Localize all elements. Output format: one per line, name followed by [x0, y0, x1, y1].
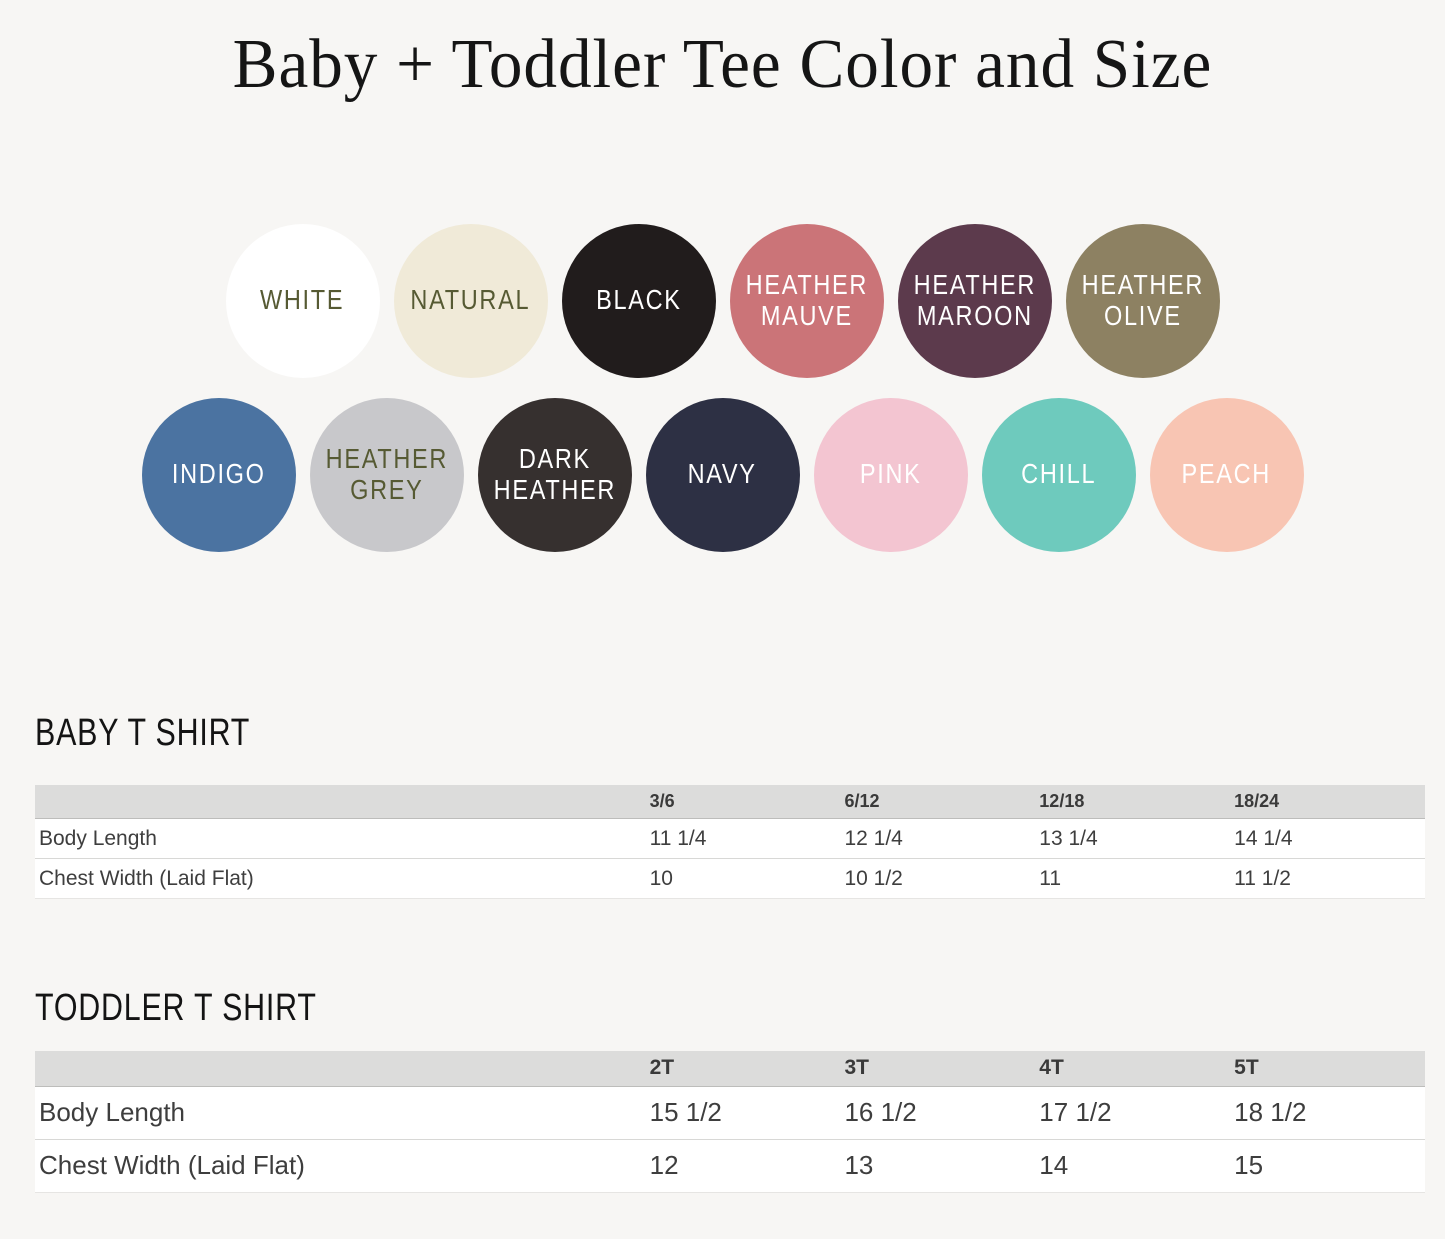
- size-value: 11 1/2: [1234, 866, 1291, 890]
- column-header: 5T: [1230, 1050, 1425, 1087]
- baby-section-title: BABY T SHIRT: [35, 711, 251, 754]
- size-value: 10: [649, 866, 673, 890]
- size-value: 18 1/2: [1234, 1097, 1307, 1128]
- table-row: Chest Width (Laid Flat) 12 13 14 15: [35, 1139, 1425, 1193]
- swatch-label: BLACK: [595, 284, 682, 316]
- size-value: 14: [1039, 1150, 1069, 1181]
- column-header: 18/24: [1230, 785, 1425, 820]
- column-header: 2T: [645, 1050, 841, 1087]
- size-value: 14 1/4: [1234, 826, 1293, 850]
- color-swatch-heather-olive: HEATHER OLIVE: [1065, 223, 1220, 378]
- size-value: 16 1/2: [844, 1097, 917, 1128]
- size-value: 12 1/4: [844, 826, 903, 850]
- column-header-empty: [35, 785, 646, 820]
- color-swatch-heather-mauve: HEATHER MAUVE: [729, 223, 884, 378]
- toddler-section-title: TODDLER T SHIRT: [35, 987, 317, 1030]
- color-swatch-white: WHITE: [225, 223, 380, 378]
- size-value: 13: [844, 1150, 874, 1181]
- swatch-label: PINK: [859, 458, 922, 490]
- toddler-size-table: 2T 3T 4T 5T Body Length 15 1/2 16 1/2 17…: [35, 1050, 1425, 1193]
- swatch-label: DARK HEATHER: [493, 442, 616, 505]
- row-label: Body Length: [39, 826, 157, 850]
- table-row: Chest Width (Laid Flat) 10 10 1/2 11 11 …: [35, 859, 1425, 899]
- row-label: Chest Width (Laid Flat): [39, 1150, 305, 1181]
- swatch-label: INDIGO: [171, 458, 266, 490]
- column-header: 6/12: [840, 785, 1036, 820]
- swatch-label: CHILL: [1020, 458, 1097, 490]
- color-swatch-black: BLACK: [561, 223, 716, 378]
- color-swatch-natural: NATURAL: [393, 223, 548, 378]
- column-header: 4T: [1035, 1050, 1231, 1087]
- swatch-label: PEACH: [1181, 458, 1272, 490]
- toddler-table-header-row: 2T 3T 4T 5T: [35, 1050, 1425, 1087]
- swatch-label: WHITE: [260, 284, 345, 316]
- size-value: 10 1/2: [844, 866, 903, 890]
- size-value: 11: [1039, 866, 1062, 890]
- swatch-row-1: WHITE NATURAL BLACK HEATHER MAUVE HEATHE…: [0, 223, 1445, 378]
- color-swatch-indigo: INDIGO: [141, 397, 296, 552]
- swatch-label: NATURAL: [410, 284, 531, 316]
- swatch-row-2: INDIGO HEATHER GREY DARK HEATHER NAVY PI…: [0, 397, 1445, 552]
- swatch-label: HEATHER GREY: [325, 442, 448, 505]
- color-swatch-heather-grey: HEATHER GREY: [309, 397, 464, 552]
- color-swatch-navy: NAVY: [645, 397, 800, 552]
- color-swatch-pink: PINK: [813, 397, 968, 552]
- color-swatch-peach: PEACH: [1149, 397, 1304, 552]
- baby-size-table: 3/6 6/12 12/18 18/24 Body Length 11 1/4 …: [35, 785, 1425, 900]
- size-value: 13 1/4: [1039, 826, 1098, 850]
- color-swatch-heather-maroon: HEATHER MAROON: [897, 223, 1052, 378]
- swatch-label: HEATHER MAROON: [913, 268, 1036, 331]
- color-swatch-grid: WHITE NATURAL BLACK HEATHER MAUVE HEATHE…: [0, 223, 1445, 552]
- color-swatch-chill: CHILL: [981, 397, 1136, 552]
- table-row: Body Length 15 1/2 16 1/2 17 1/2 18 1/2: [35, 1086, 1425, 1140]
- column-header: 3T: [840, 1050, 1036, 1087]
- row-label: Body Length: [39, 1097, 186, 1128]
- size-value: 15: [1234, 1150, 1264, 1181]
- column-header-empty: [35, 1050, 646, 1087]
- page-title: Baby + Toddler Tee Color and Size: [232, 26, 1213, 103]
- table-row: Body Length 11 1/4 12 1/4 13 1/4 14 1/4: [35, 819, 1425, 859]
- color-swatch-dark-heather: DARK HEATHER: [477, 397, 632, 552]
- size-value: 15 1/2: [649, 1097, 722, 1128]
- column-header: 3/6: [645, 785, 841, 820]
- size-value: 12: [649, 1150, 679, 1181]
- column-header: 12/18: [1035, 785, 1231, 820]
- baby-table-header-row: 3/6 6/12 12/18 18/24: [35, 785, 1425, 820]
- size-value: 17 1/2: [1039, 1097, 1112, 1128]
- swatch-label: HEATHER MAUVE: [745, 268, 868, 331]
- swatch-label: NAVY: [687, 458, 758, 490]
- swatch-label: HEATHER OLIVE: [1081, 268, 1204, 331]
- size-value: 11 1/4: [649, 826, 707, 850]
- row-label: Chest Width (Laid Flat): [39, 866, 254, 890]
